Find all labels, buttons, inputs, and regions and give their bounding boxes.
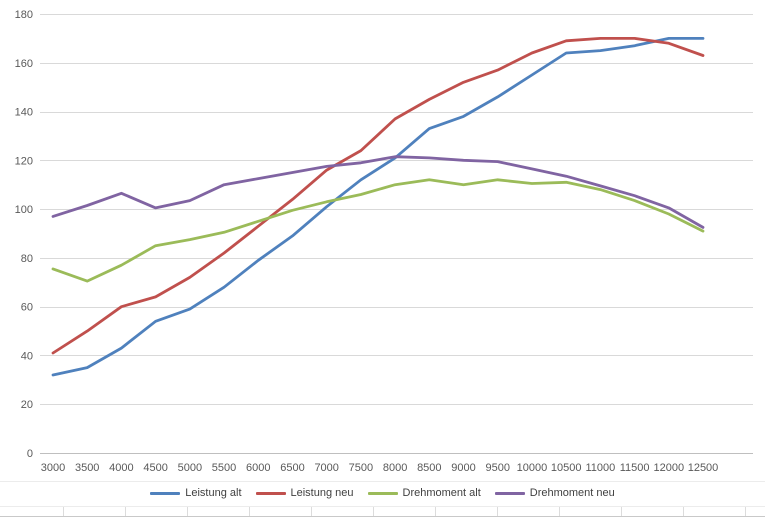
series-line-leistung-alt[interactable]	[51, 37, 705, 377]
y-axis-tick-label: 160	[15, 58, 33, 70]
chart-legend: Leistung alt Leistung neu Drehmoment alt Dr…	[0, 484, 765, 502]
x-axis-tick-label: 7000	[314, 462, 338, 474]
x-axis-tick-label: 8000	[383, 462, 407, 474]
x-axis-tick-label: 5500	[212, 462, 236, 474]
x-axis-tick-label: 7500	[349, 462, 373, 474]
y-axis-tick-label: 100	[15, 204, 33, 216]
series-line-drehmoment-neu[interactable]	[51, 155, 705, 229]
legend-item-leistung-alt[interactable]: Leistung alt	[150, 487, 242, 499]
series-line-leistung-neu[interactable]	[51, 37, 705, 355]
worksheet-column-border	[187, 507, 188, 516]
worksheet-column-border	[435, 507, 436, 516]
x-axis-tick-label: 6000	[246, 462, 270, 474]
x-axis-tick-label: 9000	[451, 462, 475, 474]
x-axis-tick-label: 12000	[653, 462, 684, 474]
x-axis-tick-label: 3500	[75, 462, 99, 474]
worksheet-column-border	[63, 507, 64, 516]
x-axis-tick-label: 8500	[417, 462, 441, 474]
worksheet-column-border	[311, 507, 312, 516]
x-axis-tick-label: 11500	[620, 462, 650, 474]
legend-label: Leistung alt	[185, 487, 242, 499]
legend-item-leistung-neu[interactable]: Leistung neu	[255, 487, 354, 499]
x-axis-tick-label: 4000	[109, 462, 133, 474]
y-axis-tick-label: 180	[15, 9, 33, 21]
x-axis-tick-label: 11000	[585, 462, 615, 474]
y-axis-tick-label: 80	[21, 253, 33, 265]
x-axis-tick-label: 10000	[517, 462, 548, 474]
x-axis-tick-label: 5000	[178, 462, 202, 474]
legend-item-drehmoment-neu[interactable]: Drehmoment neu	[494, 487, 615, 499]
x-axis-tick-label: 6500	[280, 462, 304, 474]
y-axis-tick-label: 140	[15, 107, 33, 119]
worksheet-column-border	[745, 507, 746, 516]
y-axis-tick-label: 120	[15, 155, 33, 167]
y-axis-tick-label: 0	[27, 448, 33, 460]
legend-label: Leistung neu	[290, 487, 354, 499]
x-axis-tick-label: 3000	[41, 462, 65, 474]
legend-line-marker	[150, 491, 181, 495]
worksheet-column-border	[497, 507, 498, 516]
legend-label: Drehmoment neu	[529, 487, 615, 499]
legend-label: Drehmoment alt	[402, 487, 481, 499]
worksheet-column-border	[559, 507, 560, 516]
x-axis-tick-label: 10500	[551, 462, 582, 474]
x-axis-tick-label: 9500	[485, 462, 509, 474]
legend-line-marker	[494, 491, 525, 495]
y-axis-tick-label: 60	[21, 302, 33, 314]
worksheet-column-border	[683, 507, 684, 516]
x-axis-tick-label: 4500	[143, 462, 167, 474]
worksheet-column-border	[373, 507, 374, 516]
y-axis-tick-label: 40	[21, 350, 33, 362]
x-axis-tick-label: 12500	[688, 462, 719, 474]
legend-item-drehmoment-alt[interactable]: Drehmoment alt	[367, 487, 481, 499]
series-line-drehmoment-alt[interactable]	[51, 178, 705, 283]
legend-line-marker	[255, 491, 286, 495]
worksheet-column-border	[621, 507, 622, 516]
worksheet-column-border	[125, 507, 126, 516]
y-axis-tick-label: 20	[21, 399, 33, 411]
legend-line-marker	[367, 491, 398, 495]
divider-line	[0, 481, 765, 482]
worksheet-cells-strip	[0, 507, 765, 516]
worksheet-row-border	[0, 506, 765, 507]
worksheet-column-border	[249, 507, 250, 516]
worksheet-row-border	[0, 516, 765, 517]
